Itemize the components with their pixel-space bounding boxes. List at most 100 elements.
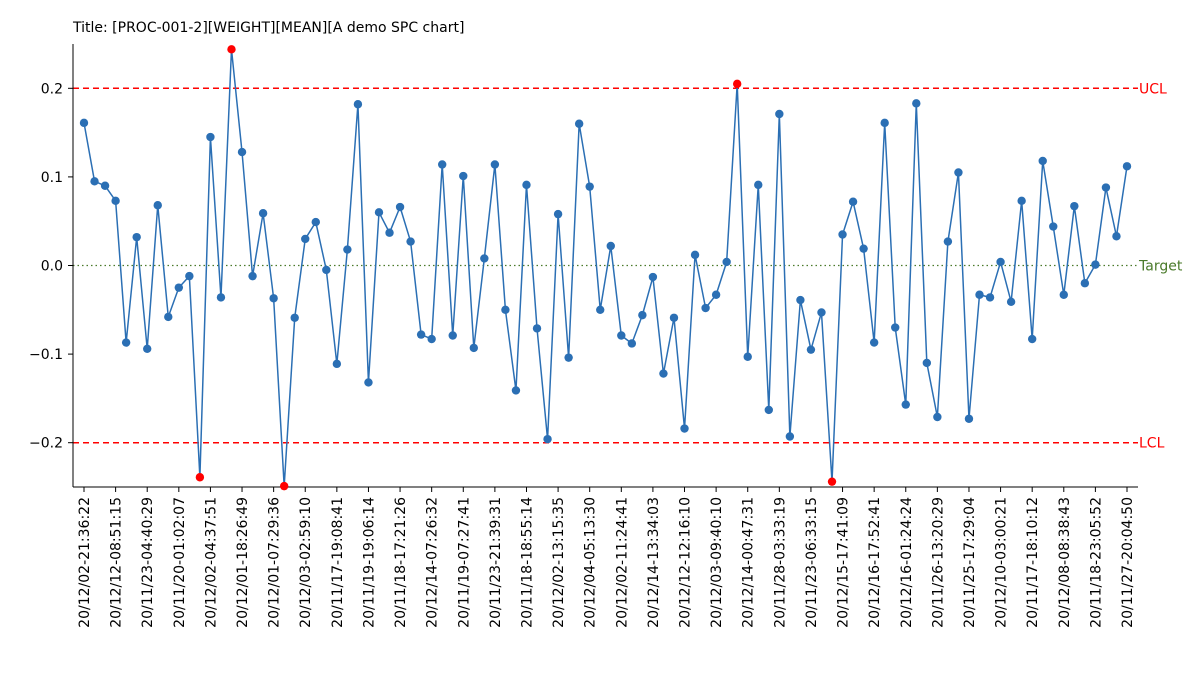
data-point xyxy=(659,369,668,378)
data-point xyxy=(680,424,689,433)
data-point xyxy=(754,180,763,190)
x-tick-label: 20/12/12-08:51:15 xyxy=(109,497,125,628)
data-point xyxy=(490,160,500,169)
x-tick-label: 20/11/17-18:10:12 xyxy=(1025,497,1041,628)
axes: −0.2 −0.1 0.0 0.1 0.2 20/12/02-21:36:22 20/12/… xyxy=(29,44,1138,628)
data-point xyxy=(638,310,647,320)
data-point xyxy=(912,99,921,108)
x-tick-label: 20/12/16-01:24:24 xyxy=(899,497,915,628)
y-tick-label: 0.1 xyxy=(41,170,63,186)
data-point xyxy=(985,293,995,302)
y-tick-label: 0.0 xyxy=(41,259,63,275)
data-point xyxy=(269,294,278,303)
data-point xyxy=(785,432,795,441)
data-point xyxy=(1122,162,1132,171)
data-point xyxy=(385,228,394,237)
data-point xyxy=(880,118,889,128)
x-tick-label: 20/12/14-07:26:32 xyxy=(425,497,441,628)
x-tick-label: 20/12/16-17:52:41 xyxy=(867,497,883,628)
data-point xyxy=(79,118,89,128)
data-point xyxy=(469,343,479,353)
data-point xyxy=(806,345,816,354)
data-point xyxy=(111,196,120,206)
x-tick-label: 20/12/02-21:36:22 xyxy=(77,497,93,628)
data-point xyxy=(364,378,373,387)
data-point xyxy=(838,230,847,239)
out-of-control-point xyxy=(732,79,742,89)
data-point xyxy=(627,339,637,348)
data-point xyxy=(332,359,342,369)
data-point xyxy=(933,412,942,422)
x-tick-label: 20/11/23-21:39:31 xyxy=(488,497,504,628)
x-tick-label: 20/11/18-23:05:52 xyxy=(1088,497,1104,628)
x-tick-label: 20/11/28-03:33:19 xyxy=(772,497,788,628)
data-point xyxy=(1049,222,1058,231)
data-point xyxy=(258,209,268,218)
data-point xyxy=(553,209,563,219)
data-point xyxy=(1059,290,1068,299)
limit-labels: UCL Target LCL xyxy=(1138,81,1183,451)
data-point xyxy=(132,232,141,242)
x-tick-label: 20/11/23-04:40:29 xyxy=(140,497,156,628)
x-tick-label: 20/11/27-20:04:50 xyxy=(1120,497,1136,628)
x-tick-label: 20/11/25-17:29:04 xyxy=(962,497,978,628)
x-tick-label: 20/12/04-05:13:30 xyxy=(583,497,599,628)
data-point xyxy=(216,293,226,302)
data-point xyxy=(237,147,247,157)
x-tick-label: 20/12/03-09:40:10 xyxy=(709,497,725,628)
data-point xyxy=(996,257,1005,267)
out-of-control-point xyxy=(227,45,236,54)
data-point xyxy=(817,308,826,317)
data-point xyxy=(501,305,510,314)
data-point xyxy=(301,234,310,244)
data-point xyxy=(690,250,700,260)
data-point xyxy=(796,295,805,305)
x-tick-label: 20/12/02-11:24:41 xyxy=(614,497,630,628)
y-tick-label: 0.2 xyxy=(41,81,63,97)
data-point xyxy=(374,208,384,217)
x-tick-label: 20/11/18-18:55:14 xyxy=(519,497,535,628)
data-point xyxy=(438,160,447,169)
data-point xyxy=(564,353,573,362)
out-of-control-point xyxy=(279,481,289,491)
data-point xyxy=(869,338,879,347)
data-point xyxy=(1091,260,1100,269)
x-tick-label: 20/12/15-17:41:09 xyxy=(836,497,852,628)
x-tick-label: 20/11/18-17:21:26 xyxy=(393,497,409,628)
data-point xyxy=(891,323,900,332)
x-tick-label: 20/12/08-08:38:43 xyxy=(1057,497,1073,628)
data-point xyxy=(522,180,531,190)
data-point xyxy=(185,271,194,281)
data-point xyxy=(511,386,521,395)
limit-label-lcl: LCL xyxy=(1139,436,1165,452)
data-point xyxy=(975,290,984,299)
data-point xyxy=(711,290,721,299)
data-point xyxy=(922,358,932,368)
out-of-control-point xyxy=(827,477,837,486)
data-point xyxy=(459,171,468,181)
y-tick-label: −0.2 xyxy=(29,436,63,452)
limit-label-target: Target xyxy=(1138,259,1183,275)
data-point xyxy=(1017,196,1026,206)
x-tick-label: 20/12/03-02:59:10 xyxy=(298,497,314,628)
x-tick-label: 20/12/10-03:00:21 xyxy=(994,497,1010,628)
data-point xyxy=(669,313,679,322)
data-point xyxy=(1038,156,1047,166)
x-tick-label: 20/12/02-13:15:35 xyxy=(551,497,567,628)
x-tick-label: 20/11/17-19:08:41 xyxy=(330,497,346,628)
data-point xyxy=(416,330,426,339)
data-series xyxy=(79,45,1132,491)
data-point xyxy=(543,434,552,444)
out-of-control-point xyxy=(195,473,205,482)
x-tick-label: 20/12/12-12:16:10 xyxy=(678,497,694,628)
data-point xyxy=(311,217,320,227)
data-point xyxy=(164,312,173,322)
data-point xyxy=(596,305,605,314)
data-point xyxy=(943,237,953,246)
x-tick-label: 20/12/14-13:34:03 xyxy=(646,497,662,628)
x-tick-label: 20/11/23-06:33:15 xyxy=(804,497,820,628)
data-point xyxy=(153,201,162,210)
x-tick-label: 20/12/01-07:29:36 xyxy=(267,497,283,628)
